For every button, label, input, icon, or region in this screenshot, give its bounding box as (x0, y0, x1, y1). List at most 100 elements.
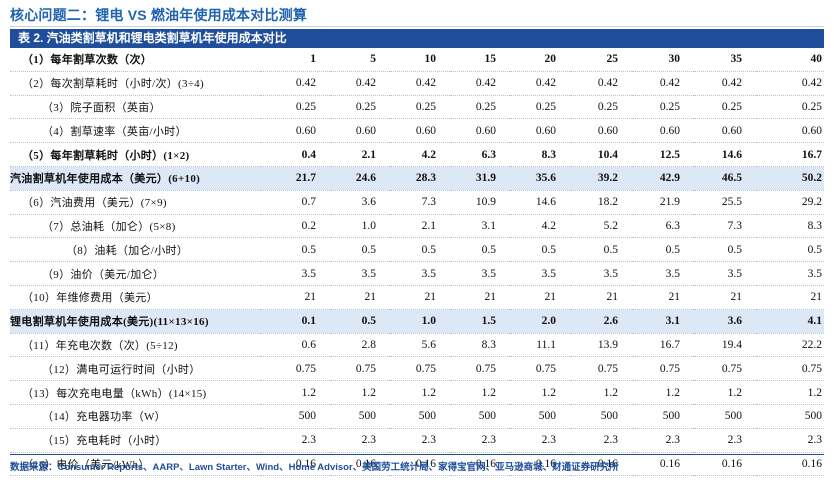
table-cell: 0.75 (260, 356, 330, 382)
table-cell: 0.16 (756, 452, 824, 477)
row-label: （10）年维修费用（美元） (10, 285, 260, 310)
table-cell: 2.6 (570, 309, 632, 334)
table-cell: 2.3 (570, 428, 632, 453)
table-cell: 22.2 (756, 333, 824, 358)
table-cell: 0.5 (450, 237, 510, 263)
table-cell: 0.25 (694, 95, 756, 120)
row-label: （3）院子面积（英亩） (10, 95, 260, 120)
table-cell: 0.75 (756, 356, 824, 382)
table-cell: 0.16 (632, 452, 694, 477)
table-cell: 0.60 (390, 118, 450, 144)
table-cell: 3.6 (330, 190, 390, 215)
row-label: （16）电价（美元/kWh） (10, 452, 260, 477)
table-cell: 28.3 (390, 166, 450, 191)
table-cell: 1.2 (570, 380, 632, 405)
table-cell: 0.60 (330, 118, 390, 144)
table-cell: 2.3 (260, 428, 330, 453)
table-cell: 0.42 (450, 71, 510, 96)
table-cell: 10 (390, 48, 450, 72)
table-cell: 0.60 (450, 118, 510, 144)
table-cell: 21 (330, 285, 390, 310)
table-cell: 30 (632, 48, 694, 72)
table-cell: 500 (390, 404, 450, 429)
table-cell: 21 (756, 285, 824, 310)
table-cell: 500 (260, 404, 330, 429)
table-cell: 1.2 (390, 380, 450, 405)
table-row: （12）满电可运行时间（小时） 0.75 0.75 0.75 0.75 0.75 0.75 0… (10, 356, 824, 382)
table-cell: 21 (694, 285, 756, 310)
table-cell: 3.5 (570, 261, 632, 286)
table-cell: 3.5 (694, 261, 756, 286)
table-cell: 18.2 (570, 190, 632, 215)
table-cell: 0.75 (450, 356, 510, 382)
table-cell: 2.3 (632, 428, 694, 453)
table-cell: 3.1 (632, 309, 694, 334)
table-cell: 0.25 (390, 95, 450, 120)
table-cell: 0.75 (330, 356, 390, 382)
table-cell: 500 (570, 404, 632, 429)
table-cell: 0.16 (390, 452, 450, 477)
table-cell: 0.16 (570, 452, 632, 477)
table-row: （6）汽油费用（美元）(7×9) 0.7 3.6 7.3 10.9 14.6 18.2 21.… (10, 190, 824, 215)
table-cell: 0.5 (694, 237, 756, 263)
table-cell: 3.5 (390, 261, 450, 286)
table-title: 表 2. 汽油类割草机和锂电类割草机年使用成本对比 (10, 29, 824, 48)
table-cell: 2.3 (694, 428, 756, 453)
table-cell: 2.1 (330, 142, 390, 167)
table-cell: 1.0 (390, 309, 450, 334)
table-cell: 0.4 (260, 142, 330, 167)
table-cell: 0.42 (390, 71, 450, 96)
heading-divider (10, 26, 824, 27)
table-cell: 0.7 (260, 190, 330, 215)
table-cell: 14.6 (694, 142, 756, 167)
table-cell: 1.2 (694, 380, 756, 405)
table-cell: 3.1 (450, 214, 510, 239)
table-cell: 1.2 (756, 380, 824, 405)
table-cell: 25 (570, 48, 632, 72)
table-cell: 0.75 (570, 356, 632, 382)
table-cell: 0.75 (694, 356, 756, 382)
table-cell: 0.75 (632, 356, 694, 382)
row-label: （4）割草速率（英亩/小时） (10, 118, 260, 144)
table-cell: 12.5 (632, 142, 694, 167)
table-cell: 14.6 (510, 190, 570, 215)
table-cell: 2.0 (510, 309, 570, 334)
table-cell: 35 (694, 48, 756, 72)
table-cell: 31.9 (450, 166, 510, 191)
table-cell: 2.3 (756, 428, 824, 453)
table-cell: 2.3 (390, 428, 450, 453)
table-cell: 21 (510, 285, 570, 310)
table-cell: 0.60 (570, 118, 632, 144)
table-row: （4）割草速率（英亩/小时） 0.60 0.60 0.60 0.60 0.60 0.60 0.… (10, 118, 824, 144)
table-cell: 0.60 (632, 118, 694, 144)
table-cell: 25.5 (694, 190, 756, 215)
table-cell: 0.75 (510, 356, 570, 382)
row-label: 汽油割草机年使用成本（美元）(6+10) (10, 166, 260, 191)
page-heading: 核心问题二：锂电 VS 燃油年使用成本对比测算 (10, 7, 308, 23)
table-cell: 0.25 (330, 95, 390, 120)
row-label: （14）充电器功率（W） (10, 404, 260, 429)
table-cell: 1.2 (260, 380, 330, 405)
table-cell: 0.1 (260, 309, 330, 334)
table-cell: 3.5 (632, 261, 694, 286)
table-cell: 0.16 (450, 452, 510, 477)
table-cell: 29.2 (756, 190, 824, 215)
table-cell: 0.16 (330, 452, 390, 477)
table-cell: 0.25 (632, 95, 694, 120)
row-label: （1）每年割草次数（次） (10, 48, 260, 72)
cost-comparison-table: （1）每年割草次数（次） 1 5 10 15 20 25 30 35 40 （2）每次割草耗时（小时… (10, 48, 824, 477)
table-cell: 0.25 (756, 95, 824, 120)
table-cell: 50.2 (756, 166, 824, 191)
row-label: （7）总油耗（加仑）(5×8) (10, 214, 260, 239)
table-cell: 0.25 (570, 95, 632, 120)
table-cell: 0.5 (260, 237, 330, 263)
table-cell: 2.3 (450, 428, 510, 453)
table-cell: 21 (632, 285, 694, 310)
table-cell: 0.42 (570, 71, 632, 96)
table-cell: 0.5 (570, 237, 632, 263)
table-cell: 500 (450, 404, 510, 429)
table-cell: 21 (450, 285, 510, 310)
table-cell: 15 (450, 48, 510, 72)
table-cell: 1.2 (510, 380, 570, 405)
table-cell: 5 (330, 48, 390, 72)
